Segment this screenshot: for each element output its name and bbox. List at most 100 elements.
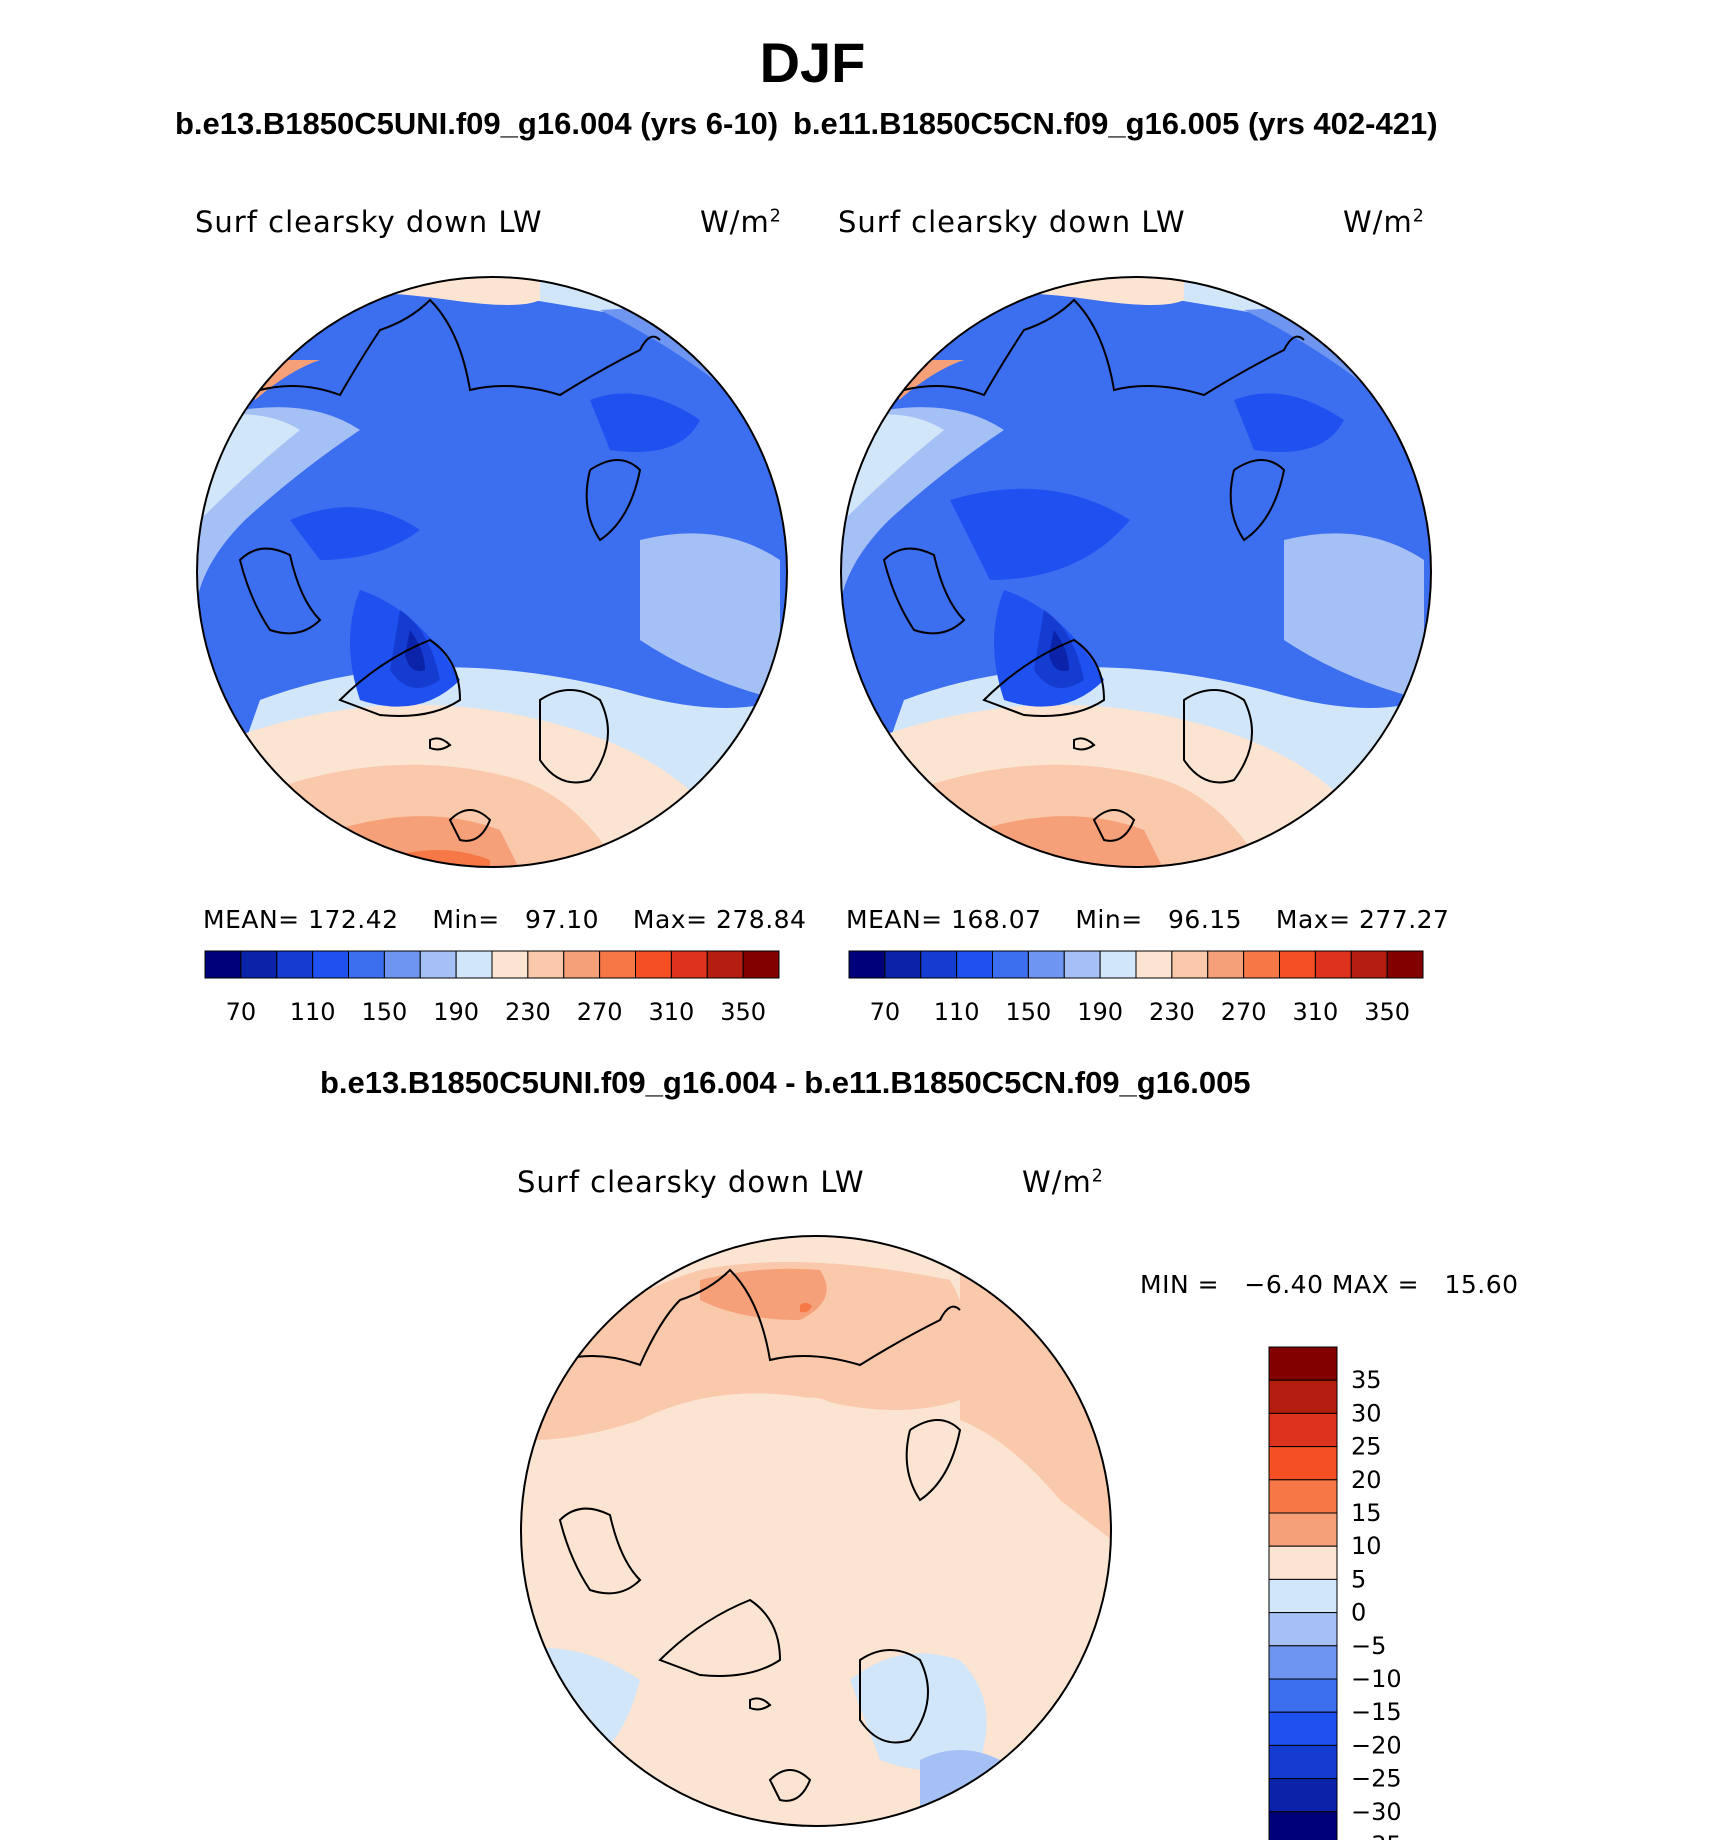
map-diff-hotspot — [800, 1302, 812, 1313]
colorbar-left-box — [742, 950, 780, 979]
colorbar-diff-box — [1268, 1446, 1338, 1481]
colorbar-right-box — [1279, 950, 1316, 979]
colorbar-right-box — [1350, 950, 1388, 979]
colorbar-diff-box — [1268, 1811, 1338, 1840]
units-label-diff: W/m2 — [1022, 1165, 1104, 1199]
colorbar-left-tick-label: 350 — [720, 998, 766, 1026]
colorbar-right-box — [884, 950, 922, 979]
colorbar-left-tick-label: 230 — [505, 998, 551, 1026]
stats-right: MEAN= 168.07 Min= 96.15 Max= 277.27 — [846, 905, 1450, 934]
variable-label-right: Surf clearsky down LW — [838, 205, 1186, 239]
map-diff-center-pale — [790, 1397, 850, 1452]
colorbar-diff-box — [1268, 1412, 1338, 1448]
colorbar-left-tick-label: 270 — [577, 998, 623, 1026]
colorbar-right-tick-label: 310 — [1292, 998, 1338, 1026]
colorbar-right-box — [1314, 950, 1352, 979]
colorbar-right-tick-label: 350 — [1364, 998, 1410, 1026]
min-value-right: 96.15 — [1168, 905, 1243, 934]
diff-minmax: MIN = −6.40 MAX = 15.60 — [1140, 1270, 1519, 1299]
colorbar-left-box — [419, 950, 457, 979]
colorbar-diff-tick-label: 5 — [1351, 1565, 1366, 1593]
colorbar-left-tick-label: 190 — [433, 998, 479, 1026]
map-diff-border — [520, 1235, 1112, 1827]
map-diff-scandinavia-cooler — [920, 1750, 1004, 1826]
mean-value-right: 168.07 — [951, 905, 1042, 934]
colorbar-right-box — [1135, 950, 1173, 979]
colorbar-right-box — [1207, 950, 1245, 979]
colorbar-left-box — [455, 950, 493, 979]
colorbar-diff-box — [1268, 1346, 1338, 1381]
colorbar-diff-box — [1268, 1479, 1338, 1514]
colorbar-right-tick-label: 150 — [1005, 998, 1051, 1026]
colorbar-left-box — [312, 950, 349, 979]
map-diff-warm-band — [530, 1262, 968, 1440]
map-right-arctic-dark — [1234, 393, 1344, 452]
map-right-greenland-peak — [1049, 630, 1069, 671]
colorbar-right-box — [1386, 950, 1424, 979]
colorbar-diff-box — [1268, 1645, 1338, 1680]
colorbar-diff-tick-label: −5 — [1351, 1632, 1386, 1660]
colorbar-diff-box — [1268, 1711, 1338, 1746]
colorbar-left-box — [706, 950, 744, 979]
max-value-right: 277.27 — [1358, 905, 1450, 934]
colorbar-right-tick-label: 190 — [1077, 998, 1123, 1026]
units-label-right: W/m2 — [1343, 205, 1425, 239]
colorbar-diff-box — [1268, 1744, 1338, 1780]
colorbar-diff-tick-label: −30 — [1351, 1798, 1402, 1826]
colorbar-diff-tick-label: 10 — [1351, 1532, 1382, 1560]
colorbar-right-box — [992, 950, 1029, 979]
map-right-archipelago-dark — [950, 488, 1130, 580]
colorbar-diff-tick-label: 35 — [1351, 1366, 1382, 1394]
colorbar-diff-box — [1268, 1612, 1338, 1647]
colorbar-right-tick-label: 230 — [1149, 998, 1195, 1026]
case-title-left: b.e13.B1850C5UNI.f09_g16.004 (yrs 6-10) — [175, 106, 779, 141]
variable-label-diff: Surf clearsky down LW — [517, 1165, 865, 1199]
colorbar-left-box — [383, 950, 421, 979]
colorbar-right-box — [848, 950, 886, 979]
colorbar-left-box — [491, 950, 529, 979]
colorbar-right-box — [1171, 950, 1209, 979]
colorbar-left-box — [563, 950, 601, 979]
colorbar-left-box — [204, 950, 242, 979]
colorbar-diff-tick-label: −20 — [1351, 1731, 1402, 1759]
colorbar-diff-tick-label: −10 — [1351, 1665, 1402, 1693]
units-label-left: W/m2 — [700, 205, 782, 239]
colorbar-left: 70 110 150 190 230 270 310 350 — [204, 950, 780, 1026]
map-right — [841, 277, 1431, 867]
map-left-coastlines — [238, 298, 661, 842]
colorbar-diff-tick-label: 25 — [1351, 1433, 1382, 1461]
colorbar-right-tick-label: 70 — [870, 998, 901, 1026]
colorbar-left-tick-label: 110 — [290, 998, 336, 1026]
colorbar-left-box — [527, 950, 565, 979]
colorbar-left-box — [348, 950, 385, 979]
colorbar-diff-box — [1268, 1778, 1338, 1813]
map-diff-warmer-band — [700, 1268, 827, 1320]
colorbar-right-box — [1063, 950, 1101, 979]
figure-title: DJF — [759, 31, 866, 94]
colorbar-left-box — [599, 950, 636, 979]
max-value-left: 278.84 — [715, 905, 807, 934]
colorbar-left-box — [670, 950, 708, 979]
colorbar-diff-tick-label: 30 — [1351, 1399, 1382, 1427]
case-title-right: b.e11.B1850C5CN.f09_g16.005 (yrs 402-421… — [793, 106, 1438, 141]
diff-title: b.e13.B1850C5UNI.f09_g16.004 - b.e11.B18… — [320, 1065, 1251, 1100]
colorbar-diff-tick-label: −35 — [1351, 1831, 1402, 1840]
colorbar-right-box — [920, 950, 958, 979]
colorbar-diff-box — [1268, 1545, 1338, 1580]
colorbar-diff: 35 30 25 20 15 10 5 0 −5 −10 −15 −20 −25 −30 −35 — [1268, 1346, 1402, 1840]
map-left-archipelago-dark — [290, 507, 420, 560]
mean-value-left: 172.42 — [308, 905, 399, 934]
map-left-arctic-dark — [590, 393, 700, 452]
colorbar-diff-box — [1268, 1578, 1338, 1614]
colorbar-right: 70 110 150 190 230 270 310 350 — [848, 950, 1424, 1026]
colorbar-left-box — [240, 950, 278, 979]
colorbar-diff-box — [1268, 1512, 1338, 1547]
colorbar-diff-box — [1268, 1678, 1338, 1713]
colorbar-left-tick-label: 310 — [648, 998, 694, 1026]
colorbar-diff-tick-label: 20 — [1351, 1466, 1382, 1494]
map-left-border — [196, 276, 788, 868]
stats-left: MEAN= 172.42 Min= 97.10 Max= 278.84 — [203, 905, 807, 934]
variable-label-left: Surf clearsky down LW — [195, 205, 543, 239]
map-right-border — [840, 276, 1432, 868]
